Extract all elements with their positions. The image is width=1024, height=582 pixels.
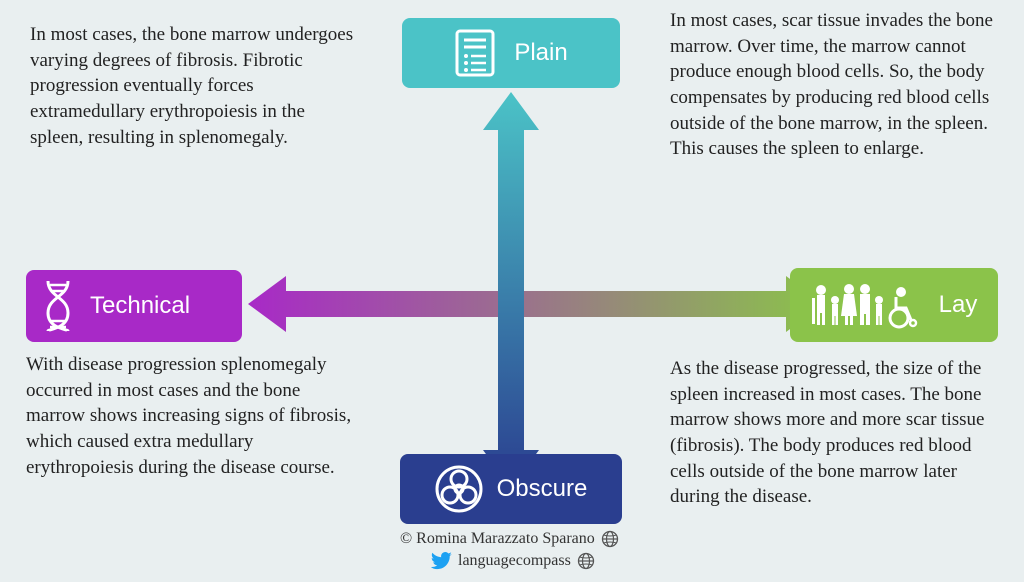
handle-text: languagecompass (458, 552, 571, 570)
vertical-arrow (483, 92, 539, 488)
document-list-icon (454, 28, 496, 78)
horizontal-arrow (248, 276, 824, 332)
twitter-icon (430, 552, 452, 570)
quadrant-text-top-right: In most cases, scar tissue invades the b… (670, 8, 1000, 162)
axis-label-plain: Plain (402, 18, 620, 88)
axis-label-technical: Technical (26, 270, 242, 342)
axis-label-text: Obscure (497, 475, 588, 503)
axis-label-text: Plain (514, 39, 567, 67)
globe-icon (601, 530, 619, 548)
axis-label-lay: Lay (790, 268, 998, 342)
copyright-line: © Romina Marazzato Sparano (400, 530, 619, 548)
copyright-text: © Romina Marazzato Sparano (400, 530, 595, 548)
axis-label-obscure: Obscure (400, 454, 622, 524)
quadrant-text-top-left: In most cases, the bone marrow undergoes… (30, 22, 360, 150)
family-icon (811, 280, 921, 330)
axis-label-text: Technical (90, 292, 190, 320)
axis-label-text: Lay (939, 291, 978, 319)
social-line: languagecompass (430, 552, 595, 570)
quadrant-text-bottom-left: With disease progression splenomegaly oc… (26, 352, 356, 480)
dna-icon (40, 279, 76, 333)
quadrant-text-bottom-right: As the disease progressed, the size of t… (670, 356, 1000, 510)
globe-icon (577, 552, 595, 570)
biohazard-icon (435, 465, 483, 513)
